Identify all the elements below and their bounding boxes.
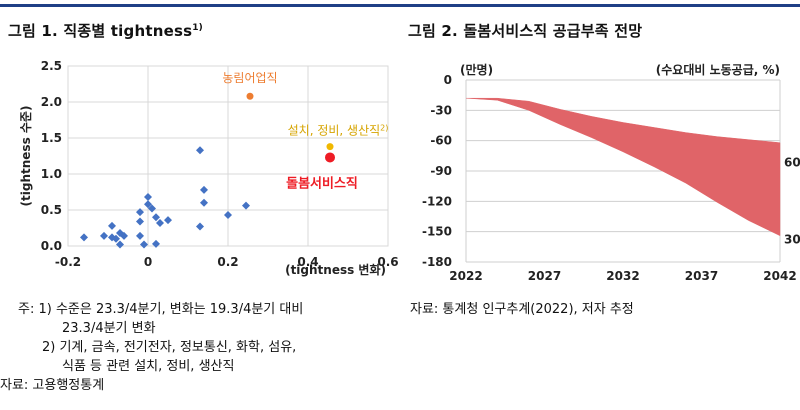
x-tick-label: 2022	[449, 269, 482, 283]
scatter-point	[196, 146, 204, 155]
highlight-point	[325, 152, 335, 163]
panel1-title: 그림 1. 직종별 tightness1)	[8, 20, 203, 41]
scatter-point	[136, 208, 144, 217]
scatter-point	[156, 218, 164, 227]
x-axis-title: (tightness 변화)	[285, 262, 386, 277]
end-label-30: 30	[784, 233, 800, 247]
highlight-label-care: 돌봄서비스직	[286, 175, 358, 191]
x-tick-label: 0	[144, 255, 152, 269]
scatter-point	[200, 198, 208, 207]
supply-shortfall-band	[465, 97, 781, 237]
x-tick-label: 2037	[685, 269, 718, 283]
scatter-point	[108, 221, 116, 230]
highlight-label-installation: 설치, 정비, 생산직2)	[288, 124, 389, 138]
legend-text: (수요대비 노동공급, %)	[656, 62, 780, 77]
scatter-point	[140, 240, 148, 249]
scatter-chart: 0.00.51.01.52.02.5-0.2 0 0.2 0.4 0.6(tightne…	[19, 59, 399, 277]
x-tick-label: 2042	[763, 269, 796, 283]
scatter-point	[80, 233, 88, 242]
x-tick-label: 0.6	[377, 255, 398, 269]
x-tick-label: 0.4	[297, 255, 318, 269]
scatter-point	[164, 216, 172, 225]
y-tick-label: -90	[430, 164, 452, 178]
x-tick-label: 2032	[606, 269, 639, 283]
panel1-title-sup: 1)	[192, 23, 203, 33]
highlight-label-agriculture: 농림어업직	[222, 71, 277, 85]
panel1-notes: 주: 1) 수준은 23.3/4분기, 변화는 19.3/4분기 대비 23.3…	[18, 300, 303, 376]
y-tick-label: 1.5	[41, 131, 62, 145]
scatter-point	[144, 193, 152, 202]
panel2-title: 그림 2. 돌봄서비스직 공급부족 전망	[408, 22, 643, 40]
scatter-point	[116, 240, 124, 249]
y-tick-label: 0.5	[41, 203, 62, 217]
top-rule	[0, 4, 800, 7]
x-tick-label: -0.2	[55, 255, 81, 269]
scatter-point	[148, 204, 156, 213]
scatter-point	[200, 185, 208, 194]
panel2-source: 자료: 통계청 인구추계(2022), 저자 추정	[410, 302, 634, 317]
scatter-point	[152, 213, 160, 222]
y-tick-label: -180	[422, 255, 452, 269]
highlight-point	[326, 143, 334, 151]
scatter-point	[136, 217, 144, 226]
y-tick-label: 2.5	[41, 59, 62, 73]
y-tick-label: -60	[430, 134, 452, 148]
scatter-point	[112, 234, 120, 243]
note-line-4: 식품 등 관련 설치, 정비, 생산직	[62, 359, 235, 374]
y-tick-label: -120	[422, 194, 452, 208]
end-label-60: 60	[784, 156, 800, 170]
y-tick-label: -30	[430, 103, 452, 117]
scatter-point	[242, 201, 250, 210]
scatter-point	[136, 231, 144, 240]
x-tick-label: 0.2	[217, 255, 238, 269]
panel1-title-text: 그림 1. 직종별 tightness	[8, 22, 193, 40]
scatter-point	[196, 222, 204, 231]
scatter-point	[224, 211, 232, 220]
highlight-point	[246, 92, 254, 100]
note-line-2: 23.3/4분기 변화	[62, 321, 156, 336]
y-tick-label: 0	[444, 73, 452, 87]
panel1-source: 자료: 고용행정통계	[0, 378, 105, 393]
note-line-3: 2) 기계, 금속, 전기전자, 정보통신, 화학, 섬유,	[42, 340, 297, 355]
y-axis-unit: (만명)	[460, 62, 493, 77]
scatter-point	[120, 231, 128, 240]
scatter-point	[100, 231, 108, 240]
highlight-label-installation-sup: 2)	[380, 124, 388, 133]
y-axis-title: (tightness 수준)	[19, 106, 33, 207]
y-tick-label: 2.0	[41, 95, 62, 109]
scatter-point	[144, 200, 152, 209]
highlight-label-installation-text: 설치, 정비, 생산직	[288, 124, 381, 138]
y-tick-label: -150	[422, 225, 452, 239]
note-line-1: 주: 1) 수준은 23.3/4분기, 변화는 19.3/4분기 대비	[18, 302, 304, 317]
y-tick-label: 1.0	[41, 167, 62, 181]
y-tick-label: 0.0	[41, 239, 62, 253]
x-tick-label: 2027	[528, 269, 561, 283]
scatter-point	[152, 239, 160, 248]
